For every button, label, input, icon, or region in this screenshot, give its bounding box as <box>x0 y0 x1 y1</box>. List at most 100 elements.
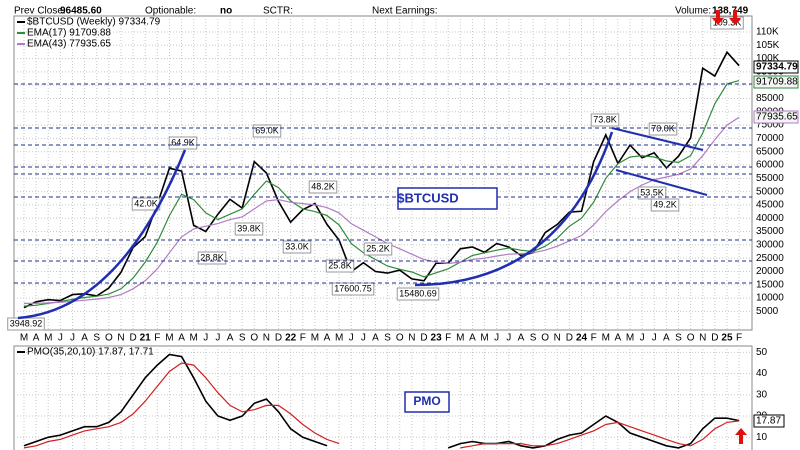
series-line <box>23 80 740 307</box>
y-tick-label: 50 <box>756 347 768 358</box>
y-tick-label: 100K <box>756 53 780 64</box>
x-tick-label: D <box>711 333 718 344</box>
price-annotation: 49.2K <box>653 199 677 209</box>
series-line <box>23 50 740 309</box>
x-tick-label: A <box>615 333 622 344</box>
annotation-box <box>325 259 355 273</box>
x-tick-label: F <box>591 333 597 344</box>
y-tick-label: 25000 <box>756 253 784 264</box>
x-tick-label: J <box>652 333 657 344</box>
price-annotation: 70.0K <box>651 123 675 133</box>
y-tick-label: 35000 <box>756 226 784 237</box>
y-tick-label: 15000 <box>756 279 784 290</box>
value-tag-label: 77935.65 <box>756 112 798 123</box>
annotation-box <box>234 222 264 236</box>
price-annotation: 3948.92 <box>10 318 43 328</box>
y-tick-label: 55000 <box>756 173 784 184</box>
x-tick-label: N <box>408 333 415 344</box>
x-tick-label: D <box>566 333 573 344</box>
x-tick-label: N <box>554 333 561 344</box>
price-annotation: 25.8K <box>328 260 352 270</box>
x-tick-label: N <box>263 333 270 344</box>
x-tick-label: 24 <box>576 333 588 344</box>
x-tick-label: O <box>105 333 113 344</box>
annotation-box <box>308 180 338 194</box>
header-label: Volume: <box>675 6 711 17</box>
x-tick-label: S <box>530 333 537 344</box>
x-tick-label: M <box>165 333 173 344</box>
y-tick-label: 10000 <box>756 293 784 304</box>
x-tick-label: A <box>227 333 234 344</box>
price-annotation: 109.3K <box>713 17 742 27</box>
x-tick-label: J <box>349 333 354 344</box>
plot-area <box>14 346 752 450</box>
x-tick-label: M <box>44 333 52 344</box>
value-tag <box>753 110 799 124</box>
y-tick-label: 30 <box>756 389 768 400</box>
x-tick-label: J <box>361 333 366 344</box>
y-tick-label: 30000 <box>756 239 784 250</box>
price-annotation: 39.8K <box>237 223 261 233</box>
x-tick-label: D <box>420 333 427 344</box>
header-value: 96485.60 <box>60 6 102 17</box>
y-tick-label: 85000 <box>756 93 784 104</box>
x-tick-label: 22 <box>285 333 297 344</box>
value-tag <box>753 414 785 428</box>
x-tick-label: N <box>699 333 706 344</box>
drawn-lines <box>14 83 752 320</box>
x-tick-label: M <box>335 333 343 344</box>
y-tick-label: 60000 <box>756 160 784 171</box>
x-tick-label: F <box>300 333 306 344</box>
price-annotation: 53.5K <box>640 187 664 197</box>
x-tick-label: J <box>494 333 499 344</box>
y-tick-label: 40000 <box>756 213 784 224</box>
series-line <box>23 362 740 449</box>
value-tag-label: 91709.88 <box>756 77 798 88</box>
y-tick-label: 20000 <box>756 266 784 277</box>
y-tick-label: 50000 <box>756 186 784 197</box>
y-tick-label: 110K <box>756 27 779 38</box>
annotation-box <box>396 287 440 301</box>
y-tick-label: 75000 <box>756 120 784 131</box>
annotation-box <box>363 242 393 256</box>
x-tick-label: M <box>456 333 464 344</box>
price-annotation: 73.8K <box>593 114 617 124</box>
x-tick-label: A <box>178 333 185 344</box>
price-annotation: 33.0K <box>285 241 309 251</box>
x-tick-label: A <box>663 333 670 344</box>
annotation-box <box>282 240 312 254</box>
x-tick-label: A <box>469 333 476 344</box>
price-annotation: 64.9K <box>171 137 195 147</box>
annotation-box <box>590 113 620 127</box>
x-tick-label: J <box>640 333 645 344</box>
trend-curve <box>414 131 614 287</box>
x-tick-label: M <box>626 333 634 344</box>
value-tag <box>753 75 799 89</box>
symbol-label: $BTCUSD <box>397 190 458 205</box>
channel-line <box>615 169 708 196</box>
legend-entry: PMO(35,20,10) 17.87, 17.71 <box>27 347 154 358</box>
y-tick-label: 65000 <box>756 146 784 157</box>
price-annotation: 25.2K <box>366 243 390 253</box>
y-tick-label: 10 <box>756 432 768 443</box>
header-label: Next Earnings: <box>372 6 438 17</box>
x-tick-label: J <box>203 333 208 344</box>
x-tick-label: D <box>275 333 282 344</box>
price-panel <box>13 15 753 331</box>
header-label: SCTR: <box>263 6 293 17</box>
legend-entry: $BTCUSD (Weekly) 97334.79 <box>27 17 161 28</box>
x-tick-label: N <box>117 333 124 344</box>
x-tick-label: 21 <box>140 333 152 344</box>
x-tick-label: S <box>239 333 246 344</box>
price-annotation: 48.2K <box>311 181 335 191</box>
x-tick-label: M <box>480 333 488 344</box>
header-label: Optionable: <box>145 6 196 17</box>
pmo-panel <box>13 345 753 450</box>
header-value: 138,749 <box>712 6 749 17</box>
value-tag-label: 17.87 <box>756 416 781 427</box>
x-tick-label: A <box>372 333 379 344</box>
x-tick-label: J <box>215 333 220 344</box>
y-tick-label: 40 <box>756 368 768 379</box>
x-tick-label: O <box>687 333 695 344</box>
x-tick-label: S <box>384 333 391 344</box>
